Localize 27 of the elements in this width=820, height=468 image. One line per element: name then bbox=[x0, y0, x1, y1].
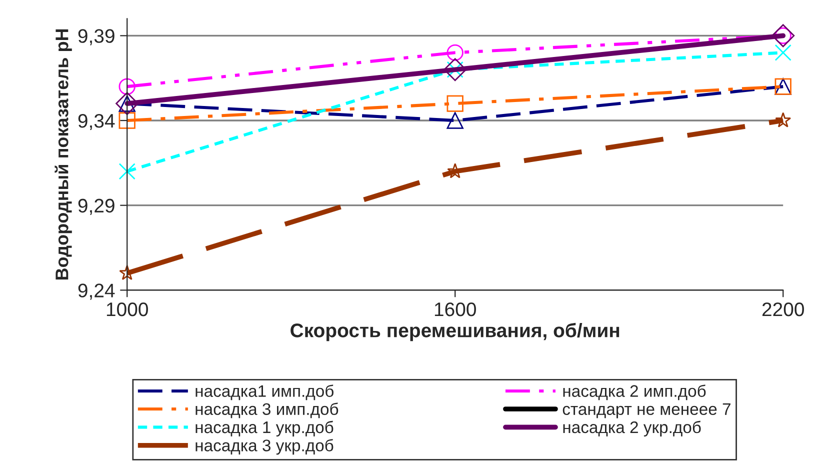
y-axis-title: Водородный показатель pH bbox=[54, 29, 72, 280]
x-tick-label: 1000 bbox=[106, 302, 148, 316]
legend-label: насадка 3 имп.доб bbox=[196, 402, 338, 418]
point bbox=[446, 95, 464, 112]
legend-label: насадка 2 имп.доб bbox=[563, 384, 706, 400]
legend-label: насадка 1 укр.доб bbox=[196, 420, 334, 436]
y-tick-label: 9,24 bbox=[78, 284, 115, 300]
legend-label: насадка1 имп.доб bbox=[196, 384, 334, 400]
legend-label: стандарт не менеее 7 bbox=[562, 403, 730, 418]
legend-label: насадка 2 укр.доб bbox=[563, 420, 701, 436]
x-tick-label: 2200 bbox=[762, 302, 804, 316]
y-tick-label: 9,34 bbox=[78, 114, 115, 130]
point bbox=[116, 92, 139, 116]
legend-label: насадка 3 укр.доб bbox=[196, 438, 334, 455]
x-tick-label: 1600 bbox=[434, 302, 476, 316]
point bbox=[774, 44, 792, 61]
x-axis-title: Скорость перемешивания, об/мин bbox=[290, 322, 620, 342]
point bbox=[118, 78, 136, 95]
y-tick-label: 9,29 bbox=[78, 198, 114, 215]
point bbox=[444, 58, 467, 82]
y-tick-label: 9,39 bbox=[78, 29, 114, 46]
point bbox=[772, 24, 795, 48]
point bbox=[118, 112, 136, 129]
point bbox=[775, 112, 792, 128]
point bbox=[446, 44, 464, 61]
point bbox=[118, 163, 136, 180]
point bbox=[446, 112, 464, 129]
